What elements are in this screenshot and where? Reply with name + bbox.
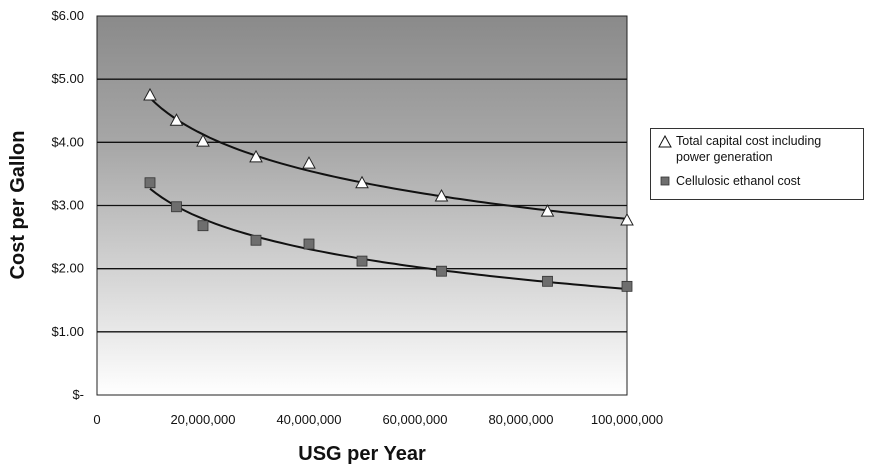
data-point-triangle: [540, 204, 555, 217]
data-point-triangle: [434, 188, 449, 202]
y-tick-label: $4.00: [51, 134, 84, 149]
data-point-triangle: [302, 156, 316, 169]
data-point-triangle: [143, 87, 157, 101]
legend-label: Total capital cost including power gener…: [676, 134, 822, 164]
data-point-triangle: [355, 175, 369, 189]
legend: Total capital cost including power gener…: [650, 128, 864, 200]
data-point-triangle: [620, 212, 634, 226]
x-tick-label: 20,000,000: [170, 412, 235, 427]
y-axis-title: Cost per Gallon: [7, 131, 29, 280]
data-point-square: [303, 238, 315, 250]
y-tick-label: $5.00: [51, 71, 84, 86]
legend-item-total-capital: Total capital cost including power gener…: [657, 133, 857, 165]
data-points: [143, 87, 634, 292]
x-axis-title: USG per Year: [298, 443, 426, 465]
x-tick-label: 60,000,000: [382, 412, 447, 427]
y-tick-label: $-: [72, 387, 84, 402]
data-point-square: [250, 234, 262, 246]
y-tick-label: $3.00: [51, 198, 84, 213]
gridlines: [97, 78, 627, 333]
x-tick-label: 0: [93, 412, 100, 427]
x-tick-label: 80,000,000: [488, 412, 553, 427]
legend-label: Cellulosic ethanol cost: [676, 174, 801, 188]
data-point-square: [144, 177, 156, 189]
y-tick-labels: $- $1.00 $2.00 $3.00 $4.00 $5.00 $6.00: [51, 8, 84, 402]
open-triangle-icon: [657, 133, 673, 149]
data-point-triangle: [169, 113, 184, 126]
data-point-square: [356, 255, 368, 267]
data-point-square: [621, 280, 633, 292]
x-tick-label: 100,000,000: [591, 412, 663, 427]
y-tick-label: $1.00: [51, 324, 84, 339]
y-tick-label: $2.00: [51, 261, 84, 276]
legend-item-cellulosic: Cellulosic ethanol cost: [657, 173, 857, 189]
x-tick-labels: 0 20,000,000 40,000,000 60,000,000 80,000,00…: [93, 412, 663, 427]
data-point-triangle: [249, 149, 263, 163]
data-point-square: [436, 265, 447, 277]
data-point-triangle: [196, 134, 210, 147]
filled-square-icon: [657, 173, 673, 189]
x-tick-label: 40,000,000: [276, 412, 341, 427]
data-point-square: [542, 275, 553, 287]
data-point-square: [197, 220, 209, 232]
y-tick-label: $6.00: [51, 8, 84, 23]
data-point-square: [171, 201, 182, 213]
